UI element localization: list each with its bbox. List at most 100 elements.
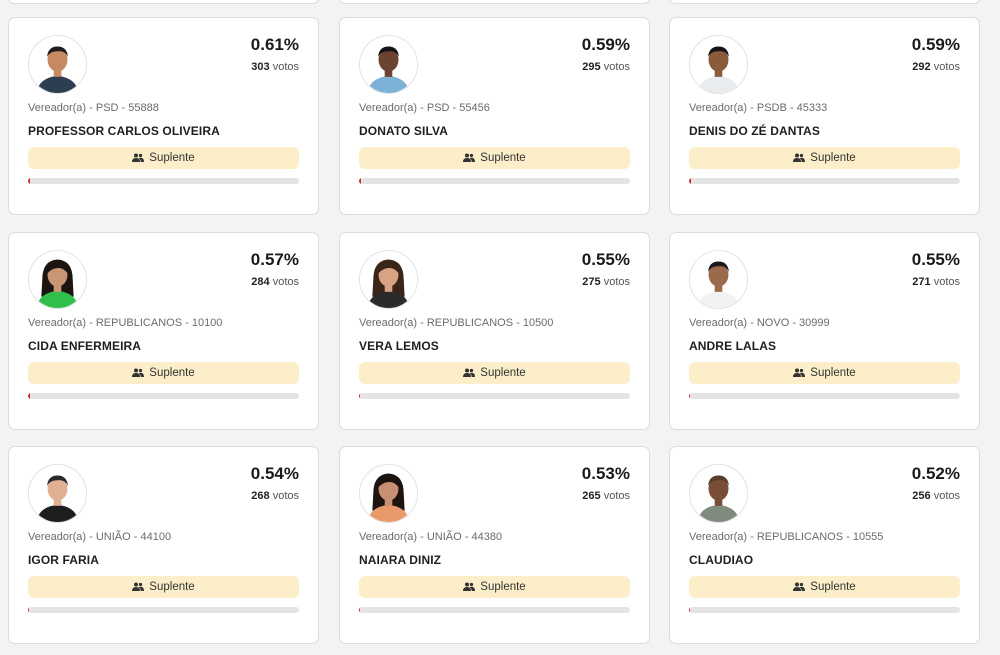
vote-count-value: 295 [582, 61, 601, 73]
vote-count: 271 votos [912, 276, 960, 288]
vote-progress-bar [359, 607, 630, 613]
vote-count-suffix: votos [272, 276, 299, 288]
users-icon [132, 582, 145, 592]
previous-row-card-edge [339, 0, 650, 4]
vote-count: 292 votos [912, 61, 960, 73]
vote-count-suffix: votos [603, 276, 630, 288]
vote-progress-fill [359, 178, 361, 184]
vote-count-suffix: votos [603, 61, 630, 73]
vote-percentage: 0.59% [911, 35, 960, 54]
vote-count-value: 292 [912, 61, 931, 73]
candidate-avatar [359, 35, 418, 94]
vote-count-value: 271 [912, 276, 931, 288]
status-badge: Suplente [359, 576, 630, 598]
vote-percentage: 0.57% [250, 250, 299, 269]
candidate-card[interactable]: 0.61% 303 votos Vereador(a) - PSD - 5588… [8, 17, 319, 215]
status-badge: Suplente [359, 147, 630, 169]
candidate-name: CIDA ENFERMEIRA [28, 339, 142, 353]
vote-progress-fill [359, 607, 361, 613]
candidate-card[interactable]: 0.55% 271 votos Vereador(a) - NOVO - 309… [669, 232, 980, 430]
vote-count-suffix: votos [272, 490, 299, 502]
candidate-avatar [689, 464, 748, 523]
users-icon [793, 153, 806, 163]
status-badge: Suplente [28, 147, 299, 169]
candidate-party-line: Vereador(a) - REPUBLICANOS - 10500 [359, 317, 554, 329]
vote-progress-fill [689, 607, 691, 613]
vote-count-value: 303 [251, 61, 270, 73]
vote-count-value: 268 [251, 490, 270, 502]
vote-progress-fill [689, 393, 691, 399]
candidate-avatar [28, 464, 87, 523]
vote-percentage: 0.55% [911, 250, 960, 269]
candidate-avatar [359, 250, 418, 309]
vote-count-suffix: votos [272, 61, 299, 73]
vote-progress-bar [689, 607, 960, 613]
candidate-card[interactable]: 0.53% 265 votos Vereador(a) - UNIÃO - 44… [339, 446, 650, 644]
status-badge: Suplente [689, 362, 960, 384]
candidate-name: CLAUDIAO [689, 553, 754, 567]
candidate-party-line: Vereador(a) - REPUBLICANOS - 10555 [689, 531, 884, 543]
candidate-avatar [28, 250, 87, 309]
vote-count: 265 votos [582, 490, 630, 502]
vote-percentage: 0.54% [250, 464, 299, 483]
vote-progress-bar [28, 178, 299, 184]
candidate-party-line: Vereador(a) - UNIÃO - 44380 [359, 531, 503, 543]
users-icon [463, 368, 476, 378]
users-icon [463, 153, 476, 163]
status-label: Suplente [149, 367, 195, 379]
candidate-card[interactable]: 0.59% 295 votos Vereador(a) - PSD - 5545… [339, 17, 650, 215]
vote-percentage: 0.55% [581, 250, 630, 269]
candidate-party-line: Vereador(a) - PSD - 55456 [359, 102, 490, 114]
vote-count: 268 votos [251, 490, 299, 502]
vote-count: 303 votos [251, 61, 299, 73]
vote-percentage: 0.52% [911, 464, 960, 483]
candidate-name: IGOR FARIA [28, 553, 100, 567]
vote-count: 295 votos [582, 61, 630, 73]
vote-progress-fill [28, 607, 30, 613]
candidate-avatar [689, 250, 748, 309]
vote-progress-bar [359, 393, 630, 399]
vote-progress-fill [28, 178, 30, 184]
candidate-party-line: Vereador(a) - UNIÃO - 44100 [28, 531, 172, 543]
vote-progress-bar [28, 607, 299, 613]
status-badge: Suplente [689, 147, 960, 169]
status-label: Suplente [480, 152, 526, 164]
vote-count: 275 votos [582, 276, 630, 288]
status-badge: Suplente [28, 362, 299, 384]
candidate-card[interactable]: 0.52% 256 votos Vereador(a) - REPUBLICAN… [669, 446, 980, 644]
previous-row-card-edge [669, 0, 980, 4]
candidate-name: ANDRE LALAS [689, 339, 777, 353]
status-label: Suplente [149, 152, 195, 164]
status-label: Suplente [810, 581, 856, 593]
vote-progress-fill [689, 178, 691, 184]
users-icon [132, 153, 145, 163]
status-badge: Suplente [689, 576, 960, 598]
vote-count-value: 275 [582, 276, 601, 288]
vote-count-suffix: votos [603, 490, 630, 502]
candidate-card[interactable]: 0.55% 275 votos Vereador(a) - REPUBLICAN… [339, 232, 650, 430]
users-icon [793, 368, 806, 378]
candidate-party-line: Vereador(a) - NOVO - 30999 [689, 317, 830, 329]
vote-count: 284 votos [251, 276, 299, 288]
status-badge: Suplente [359, 362, 630, 384]
vote-progress-fill [28, 393, 30, 399]
vote-count-value: 256 [912, 490, 931, 502]
vote-count-value: 284 [251, 276, 270, 288]
candidate-name: PROFESSOR CARLOS OLIVEIRA [28, 124, 220, 138]
vote-progress-bar [689, 393, 960, 399]
candidate-party-line: Vereador(a) - PSDB - 45333 [689, 102, 828, 114]
candidate-avatar [359, 464, 418, 523]
vote-percentage: 0.59% [581, 35, 630, 54]
status-label: Suplente [480, 367, 526, 379]
candidate-party-line: Vereador(a) - PSD - 55888 [28, 102, 159, 114]
vote-progress-fill [359, 393, 361, 399]
candidate-card[interactable]: 0.59% 292 votos Vereador(a) - PSDB - 453… [669, 17, 980, 215]
candidate-avatar [28, 35, 87, 94]
candidate-card[interactable]: 0.54% 268 votos Vereador(a) - UNIÃO - 44… [8, 446, 319, 644]
vote-progress-bar [359, 178, 630, 184]
candidate-card[interactable]: 0.57% 284 votos Vereador(a) - REPUBLICAN… [8, 232, 319, 430]
status-label: Suplente [810, 152, 856, 164]
candidate-avatar [689, 35, 748, 94]
vote-count-suffix: votos [933, 61, 960, 73]
status-label: Suplente [480, 581, 526, 593]
